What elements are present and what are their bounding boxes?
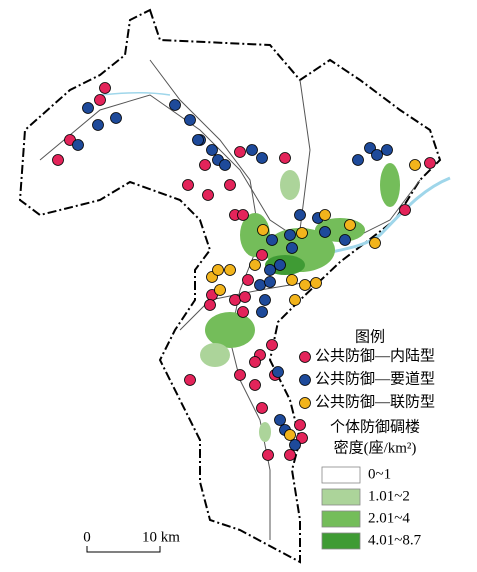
site <box>229 294 241 306</box>
site <box>256 306 268 318</box>
site <box>94 94 106 106</box>
scale-bar: 0 10 km <box>83 529 180 553</box>
legend-label: 公共防御—联防型 <box>315 393 435 410</box>
legend-label: 公共防御—内陆型 <box>315 347 435 364</box>
site <box>199 159 211 171</box>
site <box>256 402 268 414</box>
site <box>184 374 196 386</box>
density-label: 1.01~2 <box>368 488 410 504</box>
site <box>286 242 298 254</box>
site <box>249 379 261 391</box>
site <box>237 209 249 221</box>
site <box>92 119 104 131</box>
site <box>239 291 251 303</box>
site <box>224 179 236 191</box>
site <box>339 234 351 246</box>
site <box>219 159 231 171</box>
scale-end: 10 km <box>142 529 180 545</box>
density-label: 4.01~8.7 <box>368 532 422 548</box>
site <box>52 154 64 166</box>
site <box>284 229 296 241</box>
site <box>274 259 286 271</box>
site <box>202 189 214 201</box>
site <box>256 249 268 261</box>
site <box>266 339 278 351</box>
site <box>424 157 436 169</box>
site <box>299 279 311 291</box>
site <box>399 204 411 216</box>
site <box>224 264 236 276</box>
site <box>249 259 261 271</box>
scale-line <box>86 546 161 553</box>
site <box>234 146 246 158</box>
site <box>344 219 356 231</box>
site <box>237 306 249 318</box>
site <box>289 294 301 306</box>
site <box>364 142 376 154</box>
density-label: 0~1 <box>368 466 391 482</box>
density-swatch <box>321 532 361 550</box>
site <box>279 152 291 164</box>
site <box>246 144 258 156</box>
site <box>256 152 268 164</box>
site <box>192 134 204 146</box>
site <box>259 294 271 306</box>
site <box>310 277 322 289</box>
site <box>257 224 269 236</box>
density-label: 2.01~4 <box>368 510 410 526</box>
site <box>99 82 111 94</box>
site <box>242 274 254 286</box>
site <box>296 227 308 239</box>
site <box>409 159 421 171</box>
site <box>294 209 306 221</box>
site <box>184 114 196 126</box>
site <box>110 112 122 124</box>
site <box>264 276 276 288</box>
legend-marker <box>299 351 311 363</box>
site <box>286 274 298 286</box>
site <box>319 209 331 221</box>
site <box>82 102 94 114</box>
site <box>249 356 261 368</box>
boundary <box>18 8 442 564</box>
site <box>182 179 194 191</box>
density-swatch <box>321 466 361 484</box>
site <box>284 449 296 461</box>
site <box>262 449 274 461</box>
site <box>371 149 383 161</box>
site <box>204 299 216 311</box>
site <box>254 279 266 291</box>
site <box>296 432 308 444</box>
site <box>206 144 218 156</box>
scale-start: 0 <box>83 529 91 545</box>
site <box>169 99 181 111</box>
site <box>284 429 296 441</box>
sites <box>52 82 436 461</box>
site <box>72 139 84 151</box>
legend-title: 图例 <box>355 328 385 345</box>
legend-label: 公共防御—要道型 <box>315 370 435 387</box>
site <box>289 439 301 451</box>
site <box>234 369 246 381</box>
site <box>274 414 286 426</box>
site <box>352 154 364 166</box>
legend-marker <box>299 374 311 386</box>
density-swatch <box>321 510 361 528</box>
site <box>381 144 393 156</box>
density-swatch <box>321 488 361 506</box>
density-title: 个体防御碉楼 <box>330 418 420 435</box>
site <box>214 284 226 296</box>
legend-marker <box>299 397 311 409</box>
site <box>319 226 331 238</box>
site <box>264 264 276 276</box>
density-unit: 密度(座/km²) <box>334 439 417 456</box>
site <box>212 264 224 276</box>
site <box>369 237 381 249</box>
site <box>266 234 278 246</box>
site <box>294 419 306 431</box>
site <box>272 366 284 378</box>
